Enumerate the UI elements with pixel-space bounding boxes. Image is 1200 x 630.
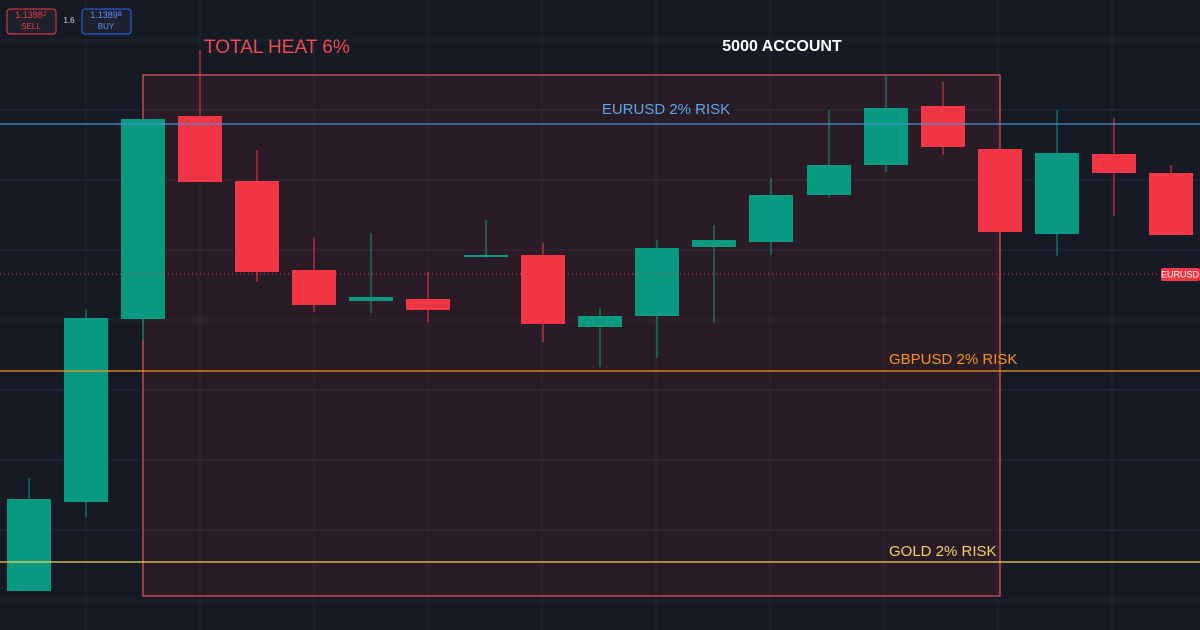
trade-widget: 1.13882 SELL 1.6 1.13898 BUY <box>6 8 132 35</box>
candle-body <box>1149 173 1193 235</box>
price-tag-bg <box>1161 268 1200 281</box>
candle-body <box>692 240 736 247</box>
candle-body <box>7 499 51 591</box>
account-label: 5000 ACCOUNT <box>722 38 842 55</box>
total-heat-label: TOTAL HEAT 6% <box>204 37 350 58</box>
candle-body <box>978 149 1022 232</box>
sell-label: SELL <box>21 22 41 31</box>
candle-body <box>64 318 108 502</box>
candle-body <box>464 255 508 257</box>
gold-risk-label: GOLD 2% RISK <box>889 543 997 560</box>
buy-button[interactable] <box>81 8 132 35</box>
candle-body <box>807 165 851 195</box>
spread: 1.6 <box>63 16 75 25</box>
sell-price: 1.13882 <box>15 10 47 20</box>
sell-price-tail: 2 <box>43 11 47 18</box>
candle-body <box>635 248 679 316</box>
candle-body <box>1035 153 1079 234</box>
price-tag: EURUSD <box>1161 269 1200 279</box>
candle-body <box>235 181 279 272</box>
candle-body <box>578 316 622 327</box>
candle-body <box>521 255 565 324</box>
candle-body <box>121 119 165 319</box>
candle-body <box>749 195 793 242</box>
candle-body <box>349 297 393 301</box>
buy-label: BUY <box>98 22 115 31</box>
candle-body <box>406 299 450 310</box>
sell-price-main: 1.1388 <box>15 10 43 20</box>
buy-price: 1.13898 <box>90 10 122 20</box>
buy-price-tail: 8 <box>118 11 122 18</box>
gbpusd-risk-label: GBPUSD 2% RISK <box>889 351 1017 368</box>
eurusd-risk-label: EURUSD 2% RISK <box>602 101 730 118</box>
candle-body <box>921 106 965 147</box>
candle-body <box>292 270 336 305</box>
heat-box <box>142 74 1001 597</box>
sell-button[interactable] <box>6 8 57 35</box>
buy-price-main: 1.1389 <box>90 10 118 20</box>
candle-body <box>1092 154 1136 173</box>
candles <box>7 50 1193 591</box>
candle-body <box>178 116 222 182</box>
candle-body <box>864 108 908 165</box>
